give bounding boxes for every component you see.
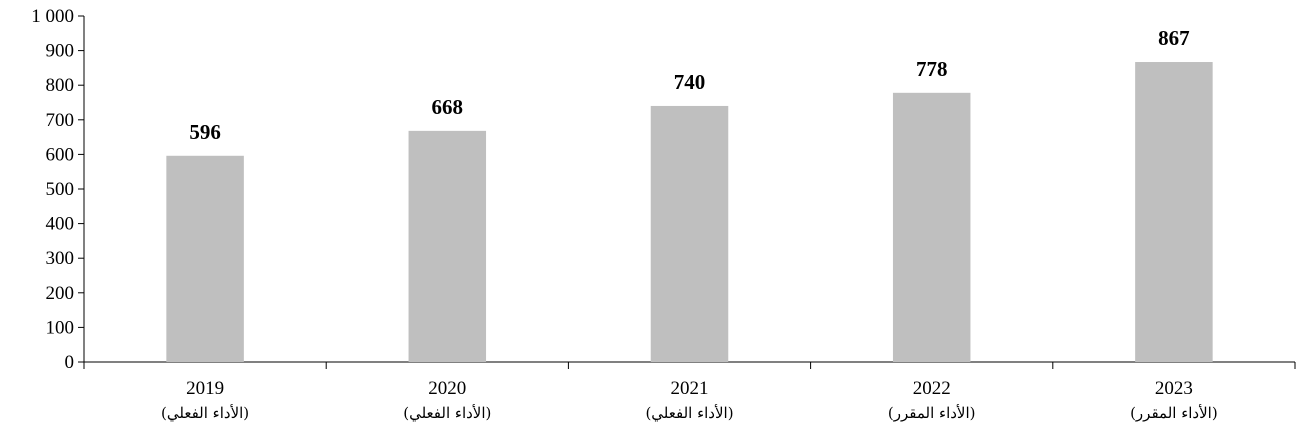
bars [166,62,1213,363]
y-tick-label: 200 [46,283,75,304]
bar [892,92,971,362]
y-tick-label: 1 000 [31,6,74,27]
x-tick-label: 2021 [671,378,709,399]
data-label: 778 [916,57,948,81]
bar [650,105,729,363]
x-tick-sublabel: (الأداء المقرر) [1130,404,1218,422]
bar [408,130,487,362]
x-tick-sublabel: (الأداء الفعلي) [645,404,733,422]
y-tick-label: 800 [46,75,75,96]
bar [1135,62,1213,362]
y-tick-label: 100 [46,317,75,338]
x-tick-sublabel: (الأداء الفعلي) [161,404,249,422]
y-tick-label: 400 [46,214,75,235]
data-label: 740 [674,70,706,94]
x-tick-sublabel: (الأداء المقرر) [888,404,976,422]
y-axis: 0 100 200 300 400 500 600 700 800 900 1 000 [31,6,85,373]
x-tick-label: 2020 [428,378,466,399]
x-tick-label: 2019 [186,378,224,399]
y-tick-label: 900 [46,41,75,62]
y-tick-label: 700 [46,110,75,131]
y-tick-label: 500 [46,179,75,200]
y-tick-label: 0 [65,352,75,373]
data-labels: 596 668 740 778 867 [189,26,1189,144]
y-tick-label: 300 [46,248,75,269]
x-tick-label: 2023 [1155,378,1193,399]
x-axis [83,361,1296,369]
data-label: 668 [432,95,464,119]
data-label: 596 [189,120,221,144]
x-tick-sublabel: (الأداء الفعلي) [403,404,491,422]
category-labels: 2019 (الأداء الفعلي) 2020 (الأداء الفعلي) 20… [161,378,1218,422]
data-label: 867 [1158,26,1190,50]
bar [166,155,244,362]
x-tick-label: 2022 [913,378,951,399]
y-tick-label: 600 [46,144,75,165]
